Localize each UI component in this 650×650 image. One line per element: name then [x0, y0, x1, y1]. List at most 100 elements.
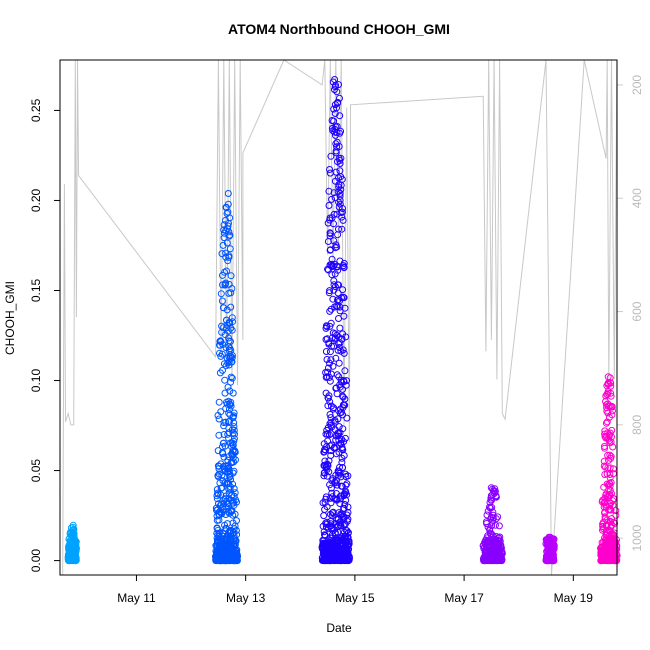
data-point: [220, 495, 228, 503]
data-point: [334, 429, 342, 437]
data-point: [326, 481, 334, 489]
data-point: [603, 401, 610, 409]
data-point: [336, 303, 344, 311]
data-point: [224, 190, 232, 197]
data-point: [599, 496, 607, 504]
data-point: [599, 520, 607, 528]
data-point: [607, 382, 615, 390]
data-point: [226, 245, 234, 253]
data-point: [324, 394, 332, 402]
data-point: [220, 234, 228, 242]
data-point: [224, 200, 232, 208]
data-point: [344, 545, 353, 553]
data-point: [324, 265, 332, 273]
data-point: [341, 520, 349, 528]
data-point: [220, 226, 228, 234]
data-point: [600, 462, 608, 470]
data-point: [607, 479, 615, 486]
data-point: [325, 187, 333, 195]
data-point: [336, 129, 344, 137]
data-point: [334, 188, 342, 196]
data-point: [603, 404, 611, 412]
data-point: [339, 216, 347, 224]
data-point: [497, 541, 505, 549]
data-point: [333, 263, 341, 270]
data-point: [326, 307, 334, 315]
data-point: [325, 457, 333, 465]
y-tick-label: 0.20: [29, 188, 43, 212]
data-point: [338, 454, 346, 462]
data-point: [333, 450, 340, 458]
y2-tick-label: 400: [630, 188, 644, 208]
data-point: [226, 556, 234, 564]
data-point: [601, 509, 609, 517]
data-point: [69, 526, 77, 534]
data-point: [327, 418, 335, 426]
axes: May 11 May 13 May 15 May 17 May 19 0.00 0.05 0.…: [29, 75, 644, 605]
data-point: [218, 328, 226, 336]
data-point: [339, 392, 346, 400]
data-point: [341, 367, 349, 375]
y-tick-label: 0.00: [29, 549, 43, 573]
data-point: [333, 331, 341, 339]
data-point: [225, 343, 233, 351]
data-point: [230, 409, 238, 417]
y2-tick-label: 800: [630, 415, 644, 435]
data-point: [229, 447, 237, 455]
x-tick-label: May 11: [117, 591, 156, 605]
data-point: [221, 376, 229, 384]
data-point: [323, 335, 331, 343]
data-point: [326, 348, 334, 356]
data-point: [230, 485, 238, 493]
data-point: [322, 523, 330, 531]
data-point: [604, 373, 612, 381]
data-point: [335, 281, 343, 289]
data-point: [338, 208, 346, 216]
y-axis-label: CHOOH_GMI: [3, 281, 17, 355]
data-point: [333, 88, 341, 96]
data-point: [331, 177, 339, 185]
data-point: [227, 459, 235, 467]
data-point: [339, 425, 347, 433]
data-point: [484, 507, 492, 515]
data-point: [328, 271, 336, 279]
data-point: [487, 484, 495, 492]
data-point: [219, 503, 227, 511]
data-point: [327, 230, 334, 238]
data-point: [336, 307, 344, 315]
data-point: [229, 469, 237, 477]
data-point: [220, 360, 228, 368]
data-point: [212, 504, 220, 512]
data-point: [606, 505, 614, 513]
data-point: [71, 554, 79, 562]
y2-tick-label: 200: [630, 75, 644, 95]
data-point: [339, 393, 347, 401]
data-point: [338, 482, 345, 490]
data-point: [601, 463, 609, 471]
data-point: [322, 464, 330, 472]
data-point: [318, 557, 326, 564]
data-point: [335, 155, 343, 162]
data-point: [230, 437, 238, 445]
data-point: [606, 471, 614, 478]
data-point: [332, 149, 340, 157]
data-point: [216, 369, 224, 377]
data-point: [227, 378, 235, 386]
data-point: [336, 167, 344, 175]
data-point: [230, 501, 238, 509]
data-point: [607, 452, 615, 460]
data-point: [228, 285, 236, 292]
data-point: [320, 472, 328, 480]
data-point: [323, 443, 331, 451]
data-point: [336, 196, 344, 204]
data-point: [326, 166, 334, 173]
data-point: [222, 279, 230, 287]
y2-tick-label: 600: [630, 301, 644, 321]
data-point: [335, 225, 342, 233]
data-point: [338, 225, 346, 233]
data-point: [328, 509, 336, 517]
data-point: [327, 402, 335, 410]
data-point: [334, 346, 342, 354]
data-point: [606, 474, 614, 482]
data-point: [217, 337, 224, 345]
